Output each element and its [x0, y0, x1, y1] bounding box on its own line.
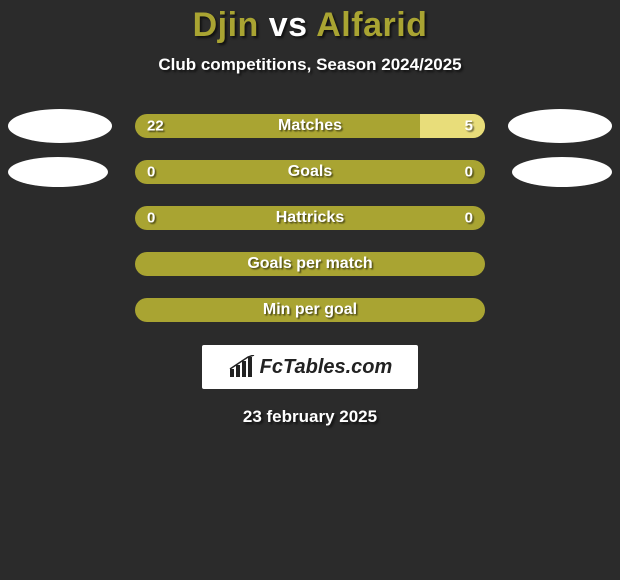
- stat-label: Goals: [135, 163, 485, 181]
- stat-value-right: 5: [465, 118, 473, 135]
- stat-bar-right-fill: [420, 114, 485, 138]
- stat-bar: 0 0Goals: [135, 160, 485, 184]
- stat-label: Hattricks: [135, 209, 485, 227]
- title-player2: Alfarid: [316, 6, 427, 44]
- stat-row: 0 0Goals: [0, 149, 620, 195]
- stat-rows: 225Matches00Goals00HattricksGoals per ma…: [0, 103, 620, 333]
- stat-row: Min per goal: [0, 287, 620, 333]
- stat-bar: 225Matches: [135, 114, 485, 138]
- stat-value-left: 22: [147, 118, 164, 135]
- footer-date: 23 february 2025: [0, 407, 620, 427]
- page-title: Djin vs Alfarid: [0, 6, 620, 45]
- stat-row: 225Matches: [0, 103, 620, 149]
- stat-label: Goals per match: [135, 255, 485, 273]
- footer-logo-text: FcTables.com: [260, 356, 393, 379]
- stat-value-right: 0: [465, 164, 473, 181]
- stat-row: 0 0Hattricks: [0, 195, 620, 241]
- stat-label: Min per goal: [135, 301, 485, 319]
- player1-badge: [8, 109, 112, 143]
- stat-value-left: 0: [147, 210, 155, 227]
- barchart-icon: [228, 355, 256, 379]
- title-vs: vs: [269, 6, 308, 44]
- comparison-card: Djin vs Alfarid Club competitions, Seaso…: [0, 0, 620, 427]
- player2-badge: [512, 157, 612, 187]
- stat-row: Goals per match: [0, 241, 620, 287]
- stat-value-left: 0: [147, 164, 155, 181]
- title-player1: Djin: [193, 6, 259, 44]
- stat-bar: Goals per match: [135, 252, 485, 276]
- stat-bar: 0 0Hattricks: [135, 206, 485, 230]
- subtitle: Club competitions, Season 2024/2025: [0, 55, 620, 75]
- player1-badge: [8, 157, 108, 187]
- stat-bar: Min per goal: [135, 298, 485, 322]
- footer-logo[interactable]: FcTables.com: [202, 345, 418, 389]
- player2-badge: [508, 109, 612, 143]
- stat-value-right: 0: [465, 210, 473, 227]
